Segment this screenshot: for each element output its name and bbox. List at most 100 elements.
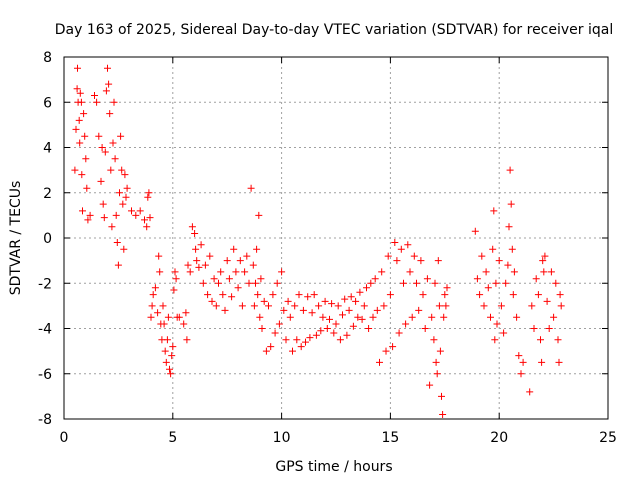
data-point <box>243 252 251 260</box>
data-point <box>83 184 91 192</box>
data-point <box>225 275 233 283</box>
data-point <box>191 230 199 237</box>
data-point <box>419 291 427 299</box>
y-tick-label: -2 <box>38 276 52 292</box>
data-point <box>162 358 170 366</box>
data-point <box>426 381 434 389</box>
data-point <box>547 268 555 276</box>
data-point <box>421 325 429 332</box>
data-point <box>102 87 110 95</box>
data-point <box>197 241 205 249</box>
y-tick-label: 0 <box>43 231 52 247</box>
data-point <box>247 184 255 192</box>
data-point <box>497 302 505 310</box>
data-point <box>504 261 512 269</box>
data-point <box>534 291 542 299</box>
data-point <box>302 338 309 346</box>
data-point <box>336 336 344 344</box>
data-point <box>110 98 118 106</box>
data-point <box>376 358 383 366</box>
data-point <box>223 257 231 265</box>
data-point <box>557 302 565 310</box>
data-point <box>265 302 272 310</box>
data-point <box>345 306 353 314</box>
data-point <box>495 257 503 265</box>
data-point <box>360 302 368 310</box>
data-point <box>257 275 265 283</box>
data-point <box>230 245 238 253</box>
data-point <box>147 313 155 321</box>
data-point <box>326 315 333 323</box>
data-point <box>297 343 305 351</box>
data-point <box>538 358 546 366</box>
data-point <box>199 279 207 287</box>
data-point <box>415 306 423 314</box>
data-point <box>269 291 277 299</box>
data-point <box>330 329 338 337</box>
data-point <box>249 261 257 269</box>
data-point <box>108 223 116 231</box>
data-point <box>163 336 171 344</box>
data-point <box>113 239 121 246</box>
data-point <box>182 309 190 317</box>
data-point <box>232 268 240 276</box>
data-point <box>356 288 364 296</box>
data-point <box>109 139 117 147</box>
data-point <box>293 336 301 344</box>
tick-marks <box>63 56 609 420</box>
data-point <box>299 306 307 314</box>
data-point <box>141 216 148 224</box>
data-point <box>380 302 388 310</box>
data-point <box>159 302 167 310</box>
data-point <box>149 291 157 299</box>
data-point <box>539 257 547 265</box>
data-point <box>82 155 90 163</box>
data-point <box>183 336 191 344</box>
data-point <box>76 139 84 147</box>
data-point <box>180 320 188 328</box>
data-point <box>473 275 481 283</box>
data-point <box>236 257 244 265</box>
data-point <box>408 313 416 321</box>
data-point <box>254 291 262 299</box>
data-point <box>201 261 209 269</box>
data-point <box>234 284 242 292</box>
data-point <box>155 252 163 260</box>
data-point <box>438 392 445 400</box>
data-point <box>107 166 115 174</box>
data-point <box>76 89 84 97</box>
data-point <box>208 297 216 305</box>
data-point <box>431 279 439 287</box>
data-point <box>440 313 448 321</box>
data-point <box>371 275 379 283</box>
data-point <box>515 352 523 360</box>
data-point <box>491 336 499 344</box>
data-point <box>204 291 212 299</box>
data-point <box>349 322 357 330</box>
data-point <box>487 313 494 321</box>
data-point <box>97 177 105 185</box>
data-point <box>354 313 362 321</box>
data-point <box>505 223 513 231</box>
data-point <box>528 302 536 310</box>
data-point <box>478 252 486 260</box>
data-point <box>93 98 101 106</box>
data-point <box>79 207 86 215</box>
data-point <box>118 166 126 174</box>
data-point <box>106 110 114 118</box>
data-point <box>378 268 386 276</box>
data-point <box>492 279 500 287</box>
data-point <box>490 207 498 215</box>
data-point <box>122 193 130 201</box>
data-point <box>170 286 178 294</box>
data-point <box>104 64 111 72</box>
y-tick-label: 2 <box>43 186 52 202</box>
data-point <box>284 297 292 305</box>
data-point <box>258 325 266 332</box>
data-point <box>169 343 177 351</box>
data-point <box>206 252 214 260</box>
y-tick-label: 4 <box>43 141 52 157</box>
data-point <box>400 279 407 287</box>
data-point <box>271 329 279 337</box>
